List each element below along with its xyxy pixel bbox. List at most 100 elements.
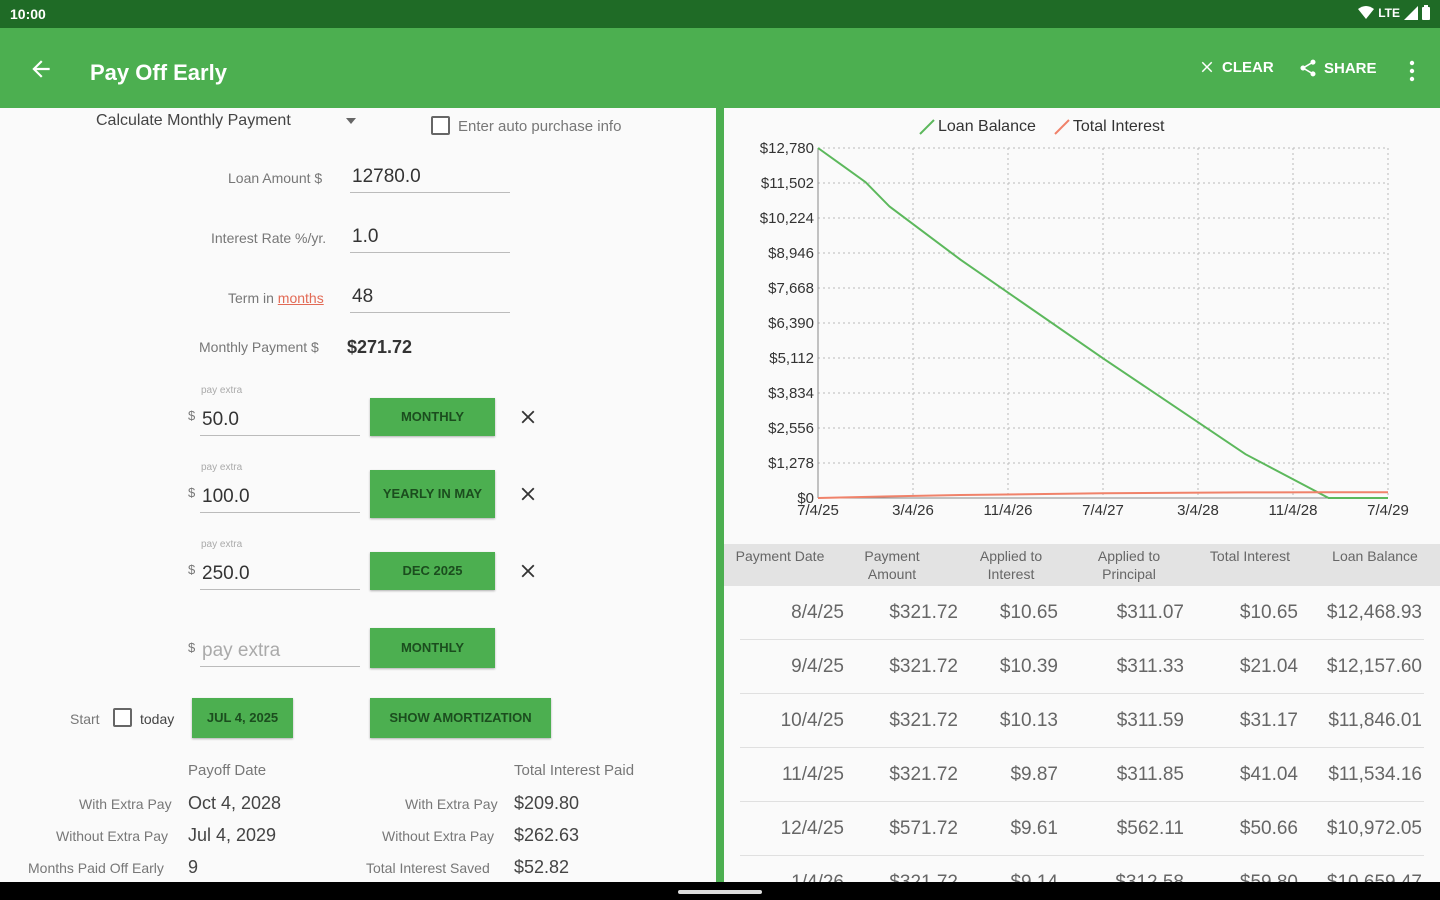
term-units-link[interactable]: months (277, 290, 324, 306)
chart-plot: $12,780 $11,502 $10,224 $8,946 $7,668 $6,390 $… (760, 140, 1409, 519)
share-button[interactable]: SHARE (1298, 58, 1377, 78)
y-tick-label: $11,502 (761, 175, 814, 192)
start-date-button[interactable]: JUL 4, 2025 (192, 698, 293, 738)
term-label-text: Term in (228, 290, 274, 306)
interest-paid-header: Total Interest Paid (514, 762, 635, 779)
close-icon (1201, 61, 1213, 73)
status-time: 10:00 (10, 6, 46, 22)
y-tick-label: $5,112 (769, 350, 814, 367)
table-cell: $21.04 (1239, 656, 1298, 677)
table-cell: $31.17 (1239, 710, 1298, 731)
y-tick-label: $6,390 (768, 315, 814, 332)
table-cell: $10,972.05 (1326, 818, 1422, 839)
table-cell: $12,157.60 (1326, 656, 1422, 677)
payoff-with-extra-value: Oct 4, 2028 (188, 793, 282, 813)
mode-dropdown[interactable]: Calculate Monthly Payment (96, 112, 361, 136)
today-checkbox[interactable] (113, 708, 132, 727)
table-row: 12/4/25 $571.72 $9.61 $562.11 $50.66 $10,972.… (740, 802, 1424, 856)
panel-divider (716, 108, 724, 882)
x-tick-label: 11/4/26 (984, 502, 1033, 519)
results-panel: Loan Balance Total Interest $12,780 $11,5… (724, 108, 1440, 882)
overflow-menu-icon[interactable] (1408, 60, 1416, 82)
table-cell: $12,468.93 (1326, 602, 1422, 623)
extra-3-currency: $ (188, 562, 196, 577)
table-cell: $10.39 (999, 656, 1058, 677)
extra-1-frequency-button[interactable]: MONTHLY (370, 398, 495, 436)
table-cell: 9/4/25 (791, 656, 844, 677)
legend-interest-swatch (1054, 119, 1070, 135)
clear-button[interactable]: CLEAR (1198, 58, 1274, 76)
amortization-table-body: 8/4/25 $321.72 $10.65 $311.07 $10.65 $12,468.… (724, 586, 1440, 882)
table-row: 9/4/25 $321.72 $10.39 $311.33 $21.04 $12,157.… (740, 640, 1424, 694)
amortization-table-header: Payment Date Payment Amount Applied to I… (724, 544, 1440, 586)
battery-icon (1422, 5, 1430, 20)
back-arrow-icon[interactable] (28, 56, 54, 82)
loan-balance-line (817, 147, 1388, 499)
page-title: Pay Off Early (90, 60, 227, 85)
interest-with-extra-label: With Extra Pay (405, 796, 498, 812)
table-row: 1/4/26 $321.72 $9.14 $312.58 $59.80 $10,659.4… (740, 856, 1424, 882)
extra-2-frequency-button[interactable]: YEARLY IN MAY (370, 470, 495, 518)
start-label: Start (70, 711, 100, 727)
table-row: 11/4/25 $321.72 $9.87 $311.85 $41.04 $11,534.… (740, 748, 1424, 802)
table-row: 10/4/25 $321.72 $10.13 $311.59 $31.17 $11,846… (740, 694, 1424, 748)
share-label: SHARE (1324, 59, 1377, 77)
x-tick-label: 11/4/28 (1269, 502, 1318, 519)
x-tick-label: 7/4/29 (1367, 502, 1409, 519)
table-cell: $321.72 (889, 710, 958, 731)
clear-label: CLEAR (1222, 58, 1274, 76)
signal-icon (1404, 5, 1418, 20)
extra-new-currency: $ (188, 640, 196, 655)
loan-chart: Loan Balance Total Interest $12,780 $11,5… (724, 108, 1440, 538)
extra-3-remove-icon[interactable] (517, 560, 539, 582)
table-cell: $321.72 (889, 872, 958, 882)
payoff-date-header: Payoff Date (188, 762, 267, 779)
extra-3-date-button[interactable]: DEC 2025 (370, 552, 495, 590)
table-cell: $321.72 (889, 602, 958, 623)
months-early-value: 9 (188, 857, 199, 877)
table-cell: $10.13 (999, 710, 1058, 731)
x-tick-label: 7/4/27 (1082, 502, 1124, 519)
y-tick-label: $10,224 (760, 210, 814, 227)
table-cell: $9.87 (1010, 764, 1058, 785)
dropdown-arrow-icon (346, 118, 356, 124)
extra-2-input[interactable]: 100.0 (200, 483, 360, 513)
x-tick-label: 3/4/28 (1177, 502, 1219, 519)
table-cell: $50.66 (1239, 818, 1298, 839)
extra-3-caption: pay extra (201, 539, 243, 550)
y-tick-label: $12,780 (760, 140, 814, 157)
col-applied-principal: Applied to Principal (1097, 548, 1161, 582)
table-cell: 1/4/26 (791, 872, 844, 882)
extra-2-remove-icon[interactable] (517, 483, 539, 505)
interest-saved-label: Total Interest Saved (366, 860, 490, 876)
payoff-with-extra-label: With Extra Pay (79, 796, 172, 812)
term-input[interactable]: 48 (350, 283, 510, 313)
interest-rate-input[interactable]: 1.0 (350, 223, 510, 253)
extra-1-input[interactable]: 50.0 (200, 406, 360, 436)
extra-1-currency: $ (188, 408, 196, 423)
extra-new-frequency-button[interactable]: MONTHLY (370, 628, 495, 668)
y-tick-label: $3,834 (768, 385, 814, 402)
extra-new-input[interactable]: pay extra (200, 637, 360, 667)
home-gesture-handle[interactable] (678, 890, 762, 894)
table-cell: $9.14 (1010, 872, 1058, 882)
interest-without-extra-value: $262.63 (514, 825, 580, 845)
legend-loan-label: Loan Balance (938, 118, 1036, 135)
legend-loan-balance: Loan Balance (919, 118, 1036, 136)
col-payment-date: Payment Date (735, 548, 825, 564)
table-cell: $311.59 (1116, 710, 1184, 731)
extra-3-input[interactable]: 250.0 (200, 560, 360, 590)
extra-1-remove-icon[interactable] (517, 406, 539, 428)
y-tick-label: $8,946 (768, 245, 814, 262)
payoff-without-extra-value: Jul 4, 2029 (188, 825, 277, 845)
x-tick-label: 3/4/26 (892, 502, 934, 519)
y-tick-label: $0 (797, 490, 814, 507)
share-icon (1300, 59, 1316, 77)
col-payment-amount: Payment Amount (864, 548, 920, 582)
table-cell: $311.85 (1116, 764, 1184, 785)
table-cell: $321.72 (889, 656, 958, 677)
loan-amount-input[interactable]: 12780.0 (350, 163, 510, 193)
calculator-panel: Calculate Monthly Payment Enter auto pur… (0, 108, 716, 882)
auto-purchase-checkbox[interactable] (431, 116, 450, 135)
show-amortization-button[interactable]: SHOW AMORTIZATION (370, 698, 551, 738)
